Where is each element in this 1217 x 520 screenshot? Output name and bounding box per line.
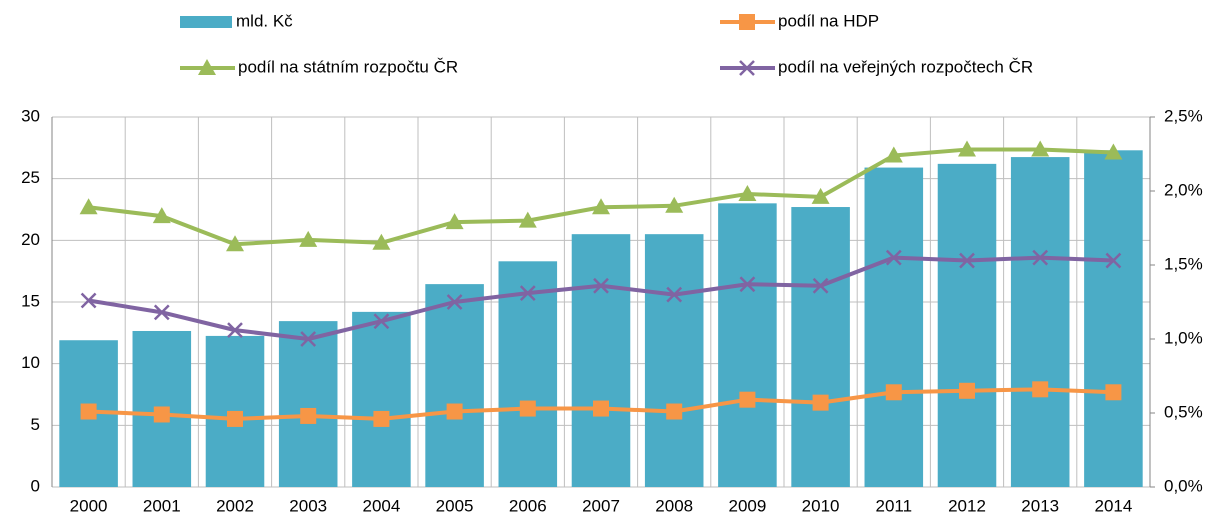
marker bbox=[80, 292, 97, 309]
x-tick-label: 2005 bbox=[436, 496, 474, 515]
marker bbox=[300, 331, 317, 347]
marker bbox=[958, 140, 976, 157]
y2-tick-label: 2,0% bbox=[1164, 180, 1203, 199]
x-tick-label: 2008 bbox=[655, 496, 693, 515]
x-tick-label: 2006 bbox=[509, 496, 547, 515]
y-tick-label: 25 bbox=[21, 168, 40, 187]
marker bbox=[1032, 381, 1049, 398]
bar bbox=[1084, 150, 1143, 488]
x-tick-label: 2002 bbox=[216, 496, 254, 515]
marker bbox=[1104, 143, 1123, 160]
bar bbox=[864, 167, 924, 488]
x-tick-label: 2013 bbox=[1021, 496, 1059, 515]
bar bbox=[644, 234, 704, 487]
marker bbox=[79, 198, 98, 215]
marker bbox=[666, 403, 683, 420]
marker bbox=[152, 207, 171, 224]
marker bbox=[739, 60, 755, 76]
marker bbox=[373, 313, 390, 330]
y2-tick-label: 0,0% bbox=[1164, 476, 1203, 495]
marker bbox=[885, 249, 902, 266]
x-tick-label: 2000 bbox=[70, 496, 108, 515]
marker bbox=[739, 391, 756, 408]
marker bbox=[300, 407, 317, 424]
marker bbox=[592, 198, 610, 215]
x-tick-label: 2003 bbox=[289, 496, 327, 515]
y-tick-label: 20 bbox=[21, 230, 40, 249]
bar bbox=[278, 321, 338, 487]
x-tick-label: 2004 bbox=[362, 496, 400, 515]
legend-swatch bbox=[180, 16, 232, 28]
bar bbox=[937, 163, 997, 487]
marker bbox=[519, 400, 536, 417]
x-tick-label: 2009 bbox=[728, 496, 766, 515]
marker bbox=[198, 59, 216, 75]
marker bbox=[446, 403, 463, 420]
x-tick-label: 2012 bbox=[948, 496, 986, 515]
bar bbox=[718, 203, 777, 488]
marker bbox=[1105, 252, 1122, 269]
bar bbox=[498, 261, 558, 487]
marker bbox=[446, 294, 463, 310]
legend-label: podíl na veřejných rozpočtech ČR bbox=[778, 57, 1033, 76]
marker bbox=[811, 187, 830, 204]
y-tick-label: 5 bbox=[31, 415, 40, 434]
bar bbox=[352, 311, 411, 487]
marker bbox=[1032, 249, 1049, 266]
marker bbox=[739, 14, 755, 30]
marker bbox=[593, 400, 609, 417]
marker bbox=[884, 146, 903, 163]
x-tick-label: 2014 bbox=[1094, 496, 1132, 515]
bar bbox=[425, 284, 484, 487]
bar bbox=[571, 234, 631, 487]
bar bbox=[1010, 157, 1070, 488]
marker bbox=[518, 211, 537, 228]
marker bbox=[666, 286, 683, 303]
x-tick-label: 2007 bbox=[582, 496, 620, 515]
marker bbox=[80, 403, 97, 420]
marker bbox=[153, 304, 170, 321]
marker bbox=[738, 184, 757, 201]
marker bbox=[227, 410, 243, 427]
marker bbox=[593, 277, 609, 294]
marker bbox=[812, 394, 829, 411]
y2-tick-label: 1,0% bbox=[1164, 328, 1203, 347]
marker bbox=[739, 276, 756, 293]
y2-tick-label: 1,5% bbox=[1164, 254, 1203, 273]
y2-tick-label: 0,5% bbox=[1164, 402, 1203, 421]
y-tick-label: 30 bbox=[21, 106, 40, 125]
marker bbox=[665, 196, 684, 213]
bar bbox=[791, 207, 850, 488]
y-tick-label: 15 bbox=[21, 291, 40, 310]
marker bbox=[959, 252, 975, 269]
legend-label: mld. Kč bbox=[236, 11, 293, 30]
marker bbox=[519, 285, 536, 302]
x-tick-label: 2010 bbox=[802, 496, 840, 515]
legend-label: podíl na HDP bbox=[778, 11, 879, 30]
marker bbox=[812, 277, 829, 294]
x-tick-label: 2001 bbox=[143, 496, 181, 515]
marker bbox=[885, 384, 902, 401]
marker bbox=[959, 382, 975, 399]
marker bbox=[227, 322, 243, 339]
marker bbox=[1031, 140, 1050, 157]
marker bbox=[299, 230, 318, 247]
y-tick-label: 0 bbox=[31, 476, 40, 495]
legend-label: podíl na státním rozpočtu ČR bbox=[238, 57, 458, 76]
x-tick-label: 2011 bbox=[876, 496, 913, 515]
y2-tick-label: 2,5% bbox=[1164, 106, 1203, 125]
marker bbox=[373, 410, 390, 427]
marker bbox=[153, 406, 170, 423]
y-tick-label: 10 bbox=[21, 353, 40, 372]
marker bbox=[445, 213, 464, 230]
marker bbox=[372, 233, 391, 250]
marker bbox=[1105, 384, 1122, 401]
marker bbox=[226, 235, 244, 252]
